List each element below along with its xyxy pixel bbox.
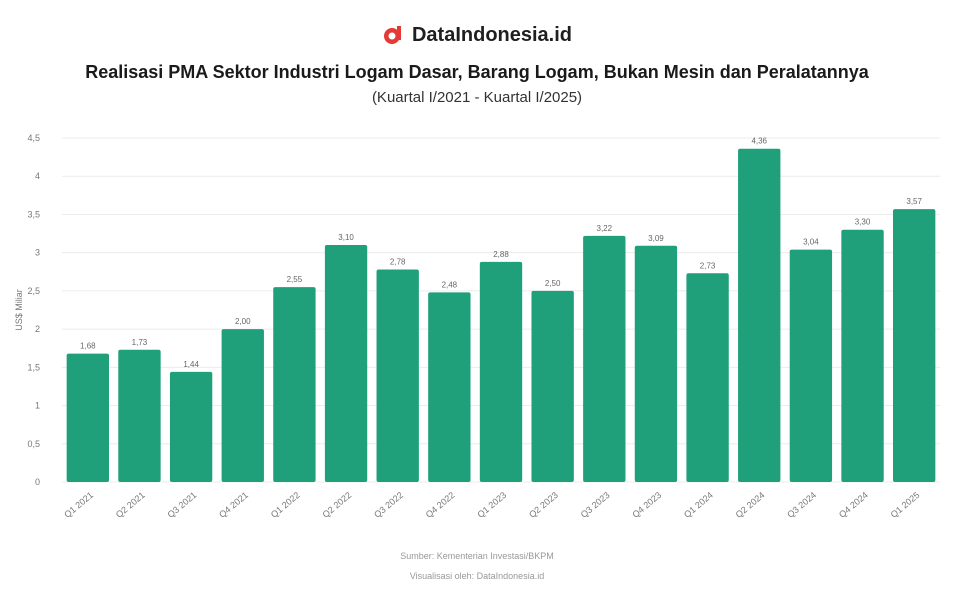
x-tick-label: Q3 2024 — [785, 490, 818, 520]
x-tick-label: Q3 2023 — [579, 490, 612, 520]
x-tick-label: Q1 2023 — [475, 490, 508, 520]
bar — [479, 261, 523, 482]
data-label: 2,73 — [700, 261, 716, 270]
visualization-note: Visualisasi oleh: DataIndonesia.id — [409, 571, 545, 581]
x-tick-label: Q4 2023 — [630, 490, 663, 520]
x-tick-label: Q2 2021 — [114, 490, 147, 520]
bar — [893, 209, 936, 482]
data-label: 2,88 — [493, 250, 509, 259]
data-label: 2,00 — [235, 317, 251, 326]
bar — [583, 235, 626, 482]
data-label: 3,04 — [803, 238, 819, 247]
data-label: 3,57 — [906, 197, 922, 206]
bar — [531, 290, 574, 482]
x-tick-label: Q2 2022 — [320, 490, 353, 520]
brand-header: DataIndonesia.id — [0, 20, 954, 50]
bar — [789, 249, 833, 482]
y-tick-label: 3 — [35, 248, 40, 258]
x-tick-label: Q4 2021 — [217, 490, 250, 520]
bar — [634, 245, 678, 482]
chart-subtitle: (Kuartal I/2021 - Kuartal I/2025) — [371, 89, 583, 106]
data-label: 2,50 — [545, 279, 561, 288]
bar — [169, 371, 213, 482]
chart-title: Realisasi PMA Sektor Industri Logam Dasa… — [85, 62, 869, 82]
bar — [841, 229, 884, 482]
data-label: 3,30 — [855, 218, 871, 227]
y-tick-label: 2 — [35, 324, 40, 334]
y-tick-label: 4 — [35, 171, 40, 181]
bar — [324, 245, 368, 482]
x-tick-label: Q1 2021 — [62, 490, 95, 520]
data-label: 3,10 — [338, 233, 354, 242]
bar-chart: 0 0,5 1 1,5 2 2,5 3 3,5 4 4,5 US$ Miliar 1,68 Q1 202… — [14, 133, 940, 520]
brand-name: DataIndonesia.id — [411, 23, 573, 46]
x-tick-label: Q4 2022 — [424, 490, 457, 520]
bar — [738, 148, 781, 483]
y-tick-label: 1 — [35, 401, 40, 411]
x-tick-label: Q2 2024 — [734, 490, 767, 520]
data-label: 2,55 — [287, 275, 303, 284]
data-label: 2,78 — [390, 257, 406, 266]
x-tick-label: Q4 2024 — [837, 490, 870, 520]
data-label: 3,22 — [597, 224, 613, 233]
source-note: Sumber: Kementerian Investasi/BKPM — [400, 551, 554, 561]
y-tick-label: 0 — [35, 477, 40, 487]
data-label: 1,68 — [80, 342, 96, 351]
data-indonesia-logo-icon — [383, 26, 401, 44]
x-tick-label: Q3 2022 — [372, 490, 405, 520]
y-tick-label: 0,5 — [27, 439, 40, 449]
y-axis-label: US$ Miliar — [14, 289, 24, 331]
x-tick-label: Q1 2025 — [889, 490, 922, 520]
bar — [376, 269, 419, 482]
data-label: 4,36 — [751, 137, 767, 146]
y-tick-label: 3,5 — [27, 209, 40, 219]
data-label: 1,73 — [132, 338, 148, 347]
data-label: 2,48 — [442, 280, 458, 289]
x-tick-label: Q2 2023 — [527, 490, 560, 520]
y-tick-label: 2,5 — [27, 286, 40, 296]
bar — [686, 273, 729, 482]
bar — [428, 292, 471, 482]
data-label: 1,44 — [183, 360, 199, 369]
bar — [221, 329, 264, 482]
data-label: 3,09 — [648, 234, 664, 243]
y-tick-label: 1,5 — [27, 362, 40, 372]
x-tick-label: Q1 2022 — [269, 490, 302, 520]
bar — [66, 353, 109, 482]
x-tick-label: Q1 2024 — [682, 490, 715, 520]
bar — [118, 349, 161, 482]
y-tick-label: 4,5 — [27, 133, 40, 143]
bar — [273, 287, 316, 482]
x-tick-label: Q3 2021 — [166, 490, 199, 520]
